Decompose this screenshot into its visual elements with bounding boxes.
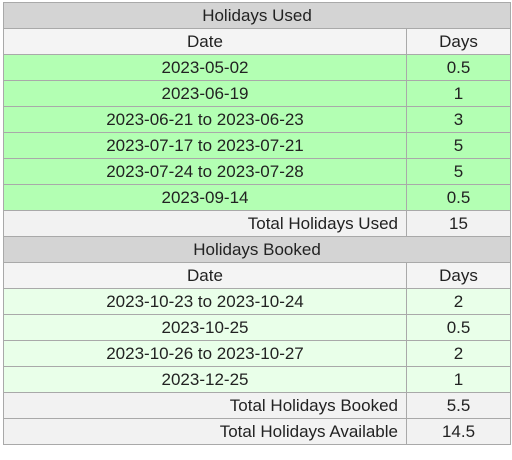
used-total-value: 15 [405, 210, 512, 237]
booked-row-days: 0.5 [405, 314, 512, 341]
used-row: 2023-09-14 0.5 [3, 184, 512, 211]
used-section-header: Holidays Used [2, 2, 512, 29]
used-section-title: Holidays Used [2, 2, 512, 29]
used-row-date: 2023-07-17 to 2023-07-21 [3, 132, 407, 159]
used-row-days: 5 [405, 132, 512, 159]
booked-row-days: 2 [405, 288, 512, 315]
booked-row: 2023-10-26 to 2023-10-27 2 [3, 340, 512, 367]
available-total-label: Total Holidays Available [3, 418, 407, 445]
used-row: 2023-07-17 to 2023-07-21 5 [3, 132, 512, 159]
booked-days-header: Days [405, 262, 512, 289]
used-row: 2023-06-21 to 2023-06-23 3 [3, 106, 512, 133]
used-row: 2023-06-19 1 [3, 80, 512, 107]
booked-row-date: 2023-10-26 to 2023-10-27 [3, 340, 407, 367]
booked-row-date: 2023-10-25 [3, 314, 407, 341]
booked-total-value: 5.5 [405, 392, 512, 419]
booked-row-days: 1 [405, 366, 512, 393]
booked-date-header: Date [3, 262, 407, 289]
used-row-date: 2023-06-21 to 2023-06-23 [3, 106, 407, 133]
used-days-header: Days [405, 28, 512, 55]
booked-total-label: Total Holidays Booked [3, 392, 407, 419]
available-total-value: 14.5 [405, 418, 512, 445]
used-row-date: 2023-06-19 [3, 80, 407, 107]
used-row-days: 3 [405, 106, 512, 133]
used-row-days: 5 [405, 158, 512, 185]
used-row-date: 2023-05-02 [3, 54, 407, 81]
used-total-row: Total Holidays Used 15 [3, 210, 512, 237]
booked-total-row: Total Holidays Booked 5.5 [3, 392, 512, 419]
used-row-days: 0.5 [405, 54, 512, 81]
used-total-label: Total Holidays Used [3, 210, 407, 237]
used-date-header: Date [3, 28, 407, 55]
booked-row: 2023-10-23 to 2023-10-24 2 [3, 288, 512, 315]
booked-row: 2023-10-25 0.5 [3, 314, 512, 341]
booked-section-title: Holidays Booked [2, 236, 512, 263]
used-row: 2023-07-24 to 2023-07-28 5 [3, 158, 512, 185]
booked-section-header: Holidays Booked [2, 236, 512, 263]
available-total-row: Total Holidays Available 14.5 [3, 418, 512, 445]
booked-row-days: 2 [405, 340, 512, 367]
booked-row: 2023-12-25 1 [3, 366, 512, 393]
used-row-date: 2023-07-24 to 2023-07-28 [3, 158, 407, 185]
used-row: 2023-05-02 0.5 [3, 54, 512, 81]
booked-row-date: 2023-10-23 to 2023-10-24 [3, 288, 407, 315]
used-row-date: 2023-09-14 [3, 184, 407, 211]
holidays-table: Holidays Used Date Days 2023-05-02 0.5 2… [2, 2, 512, 445]
used-row-days: 0.5 [405, 184, 512, 211]
booked-row-date: 2023-12-25 [3, 366, 407, 393]
booked-column-headers: Date Days [3, 262, 512, 289]
used-row-days: 1 [405, 80, 512, 107]
used-column-headers: Date Days [3, 28, 512, 55]
